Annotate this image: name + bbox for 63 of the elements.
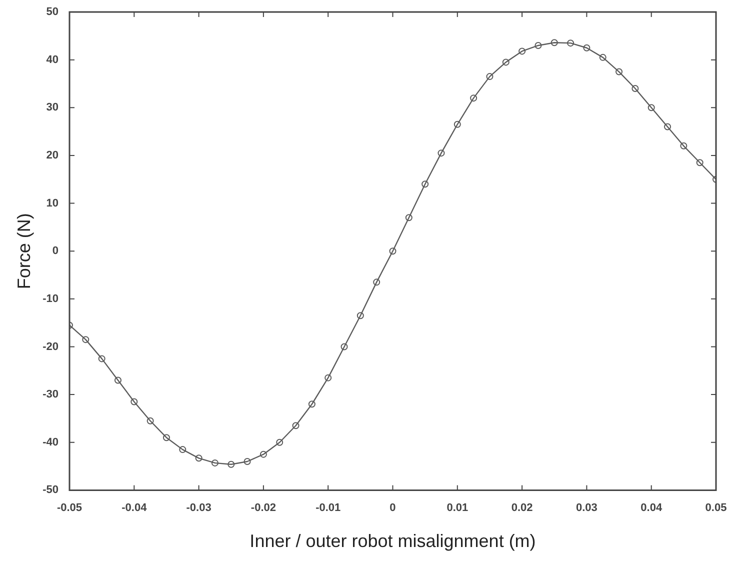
y-axis-title: Force (N) [14, 213, 34, 290]
point [438, 150, 445, 157]
y-tick-label: 40 [46, 54, 58, 66]
y-tick-label: 50 [46, 6, 58, 18]
y-tick-label: -10 [42, 292, 58, 305]
y-tick-label: -30 [42, 388, 58, 401]
x-axis-title: Inner / outer robot misalignment (m) [250, 531, 536, 552]
x-tick-label: 0.05 [705, 502, 727, 514]
point [276, 438, 284, 446]
point [228, 460, 235, 468]
point [680, 142, 688, 150]
point [82, 336, 90, 344]
point [308, 400, 316, 408]
point [664, 123, 672, 130]
point [550, 39, 558, 46]
point [260, 450, 267, 458]
point [244, 458, 251, 466]
point [195, 454, 202, 462]
point [292, 422, 300, 430]
x-tick-label: 0 [390, 502, 396, 514]
point [486, 73, 494, 80]
point [470, 94, 478, 102]
point [648, 104, 655, 112]
x-tick-label: -0.04 [122, 502, 148, 514]
point [114, 376, 122, 384]
point [324, 374, 332, 382]
y-tick-label: -40 [42, 436, 58, 448]
y-tick-label: 0 [52, 245, 58, 258]
point [389, 248, 396, 255]
point [616, 68, 623, 76]
point [696, 159, 704, 166]
x-tick-label: 0.04 [640, 502, 663, 514]
point [599, 54, 606, 61]
point [340, 343, 348, 350]
y-tick-label: 30 [46, 102, 58, 114]
point [583, 44, 590, 52]
point [179, 446, 186, 454]
point [130, 398, 138, 406]
point [373, 278, 380, 286]
point [405, 214, 412, 222]
x-tick-label: 0.01 [446, 502, 468, 514]
x-tick-label: 0.02 [511, 502, 533, 514]
y-tick-label: 10 [46, 197, 58, 210]
point [454, 120, 461, 128]
point [534, 42, 542, 49]
y-tick-label: 20 [46, 149, 58, 162]
x-tick-label: 0.03 [576, 502, 598, 514]
point [146, 417, 154, 424]
x-tick-label: -0.02 [250, 502, 276, 514]
point [632, 85, 639, 92]
x-tick-label: -0.01 [316, 502, 341, 514]
point [518, 48, 526, 55]
point [502, 58, 510, 66]
x-tick-label: -0.03 [186, 502, 212, 514]
point [98, 355, 106, 362]
point [211, 459, 218, 466]
y-tick-label: -50 [42, 484, 58, 496]
point [567, 40, 574, 47]
point [422, 180, 429, 188]
point [162, 434, 170, 442]
point [356, 312, 364, 320]
y-tick-label: -20 [42, 340, 58, 353]
x-tick-label: -0.05 [56, 502, 82, 514]
